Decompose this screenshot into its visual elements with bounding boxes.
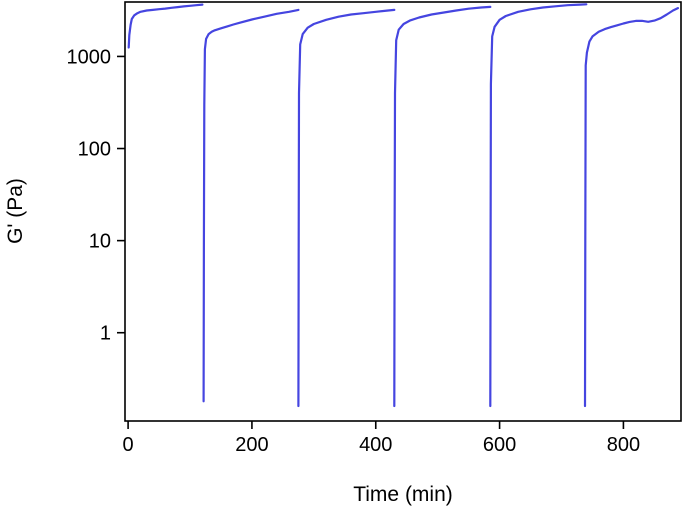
- series-line-3: [297, 8, 396, 408]
- x-tick-label: 600: [483, 434, 516, 456]
- y-tick-label: 100: [78, 139, 111, 161]
- y-tick-label: 1: [100, 323, 111, 345]
- y-axis-label: G' (Pa): [4, 178, 27, 244]
- y-tick-label: 1000: [67, 46, 112, 68]
- x-tick-label: 0: [123, 434, 134, 456]
- series-layer: [127, 3, 679, 408]
- y-axis-ticks: 1 10 100 1000: [67, 46, 125, 345]
- series-line-4: [393, 5, 492, 408]
- x-axis-label: Time (min): [353, 483, 453, 506]
- series-line-5: [489, 3, 588, 408]
- plot-frame: [124, 1, 682, 422]
- y-tick-label: 10: [89, 231, 111, 253]
- series-line-1: [127, 3, 204, 49]
- x-tick-label: 200: [235, 434, 268, 456]
- x-tick-label: 400: [359, 434, 392, 456]
- x-axis-ticks: 0 200 400 600 800: [123, 421, 640, 456]
- x-tick-label: 800: [607, 434, 640, 456]
- series-line-6: [583, 7, 679, 408]
- series-line-2: [202, 8, 300, 403]
